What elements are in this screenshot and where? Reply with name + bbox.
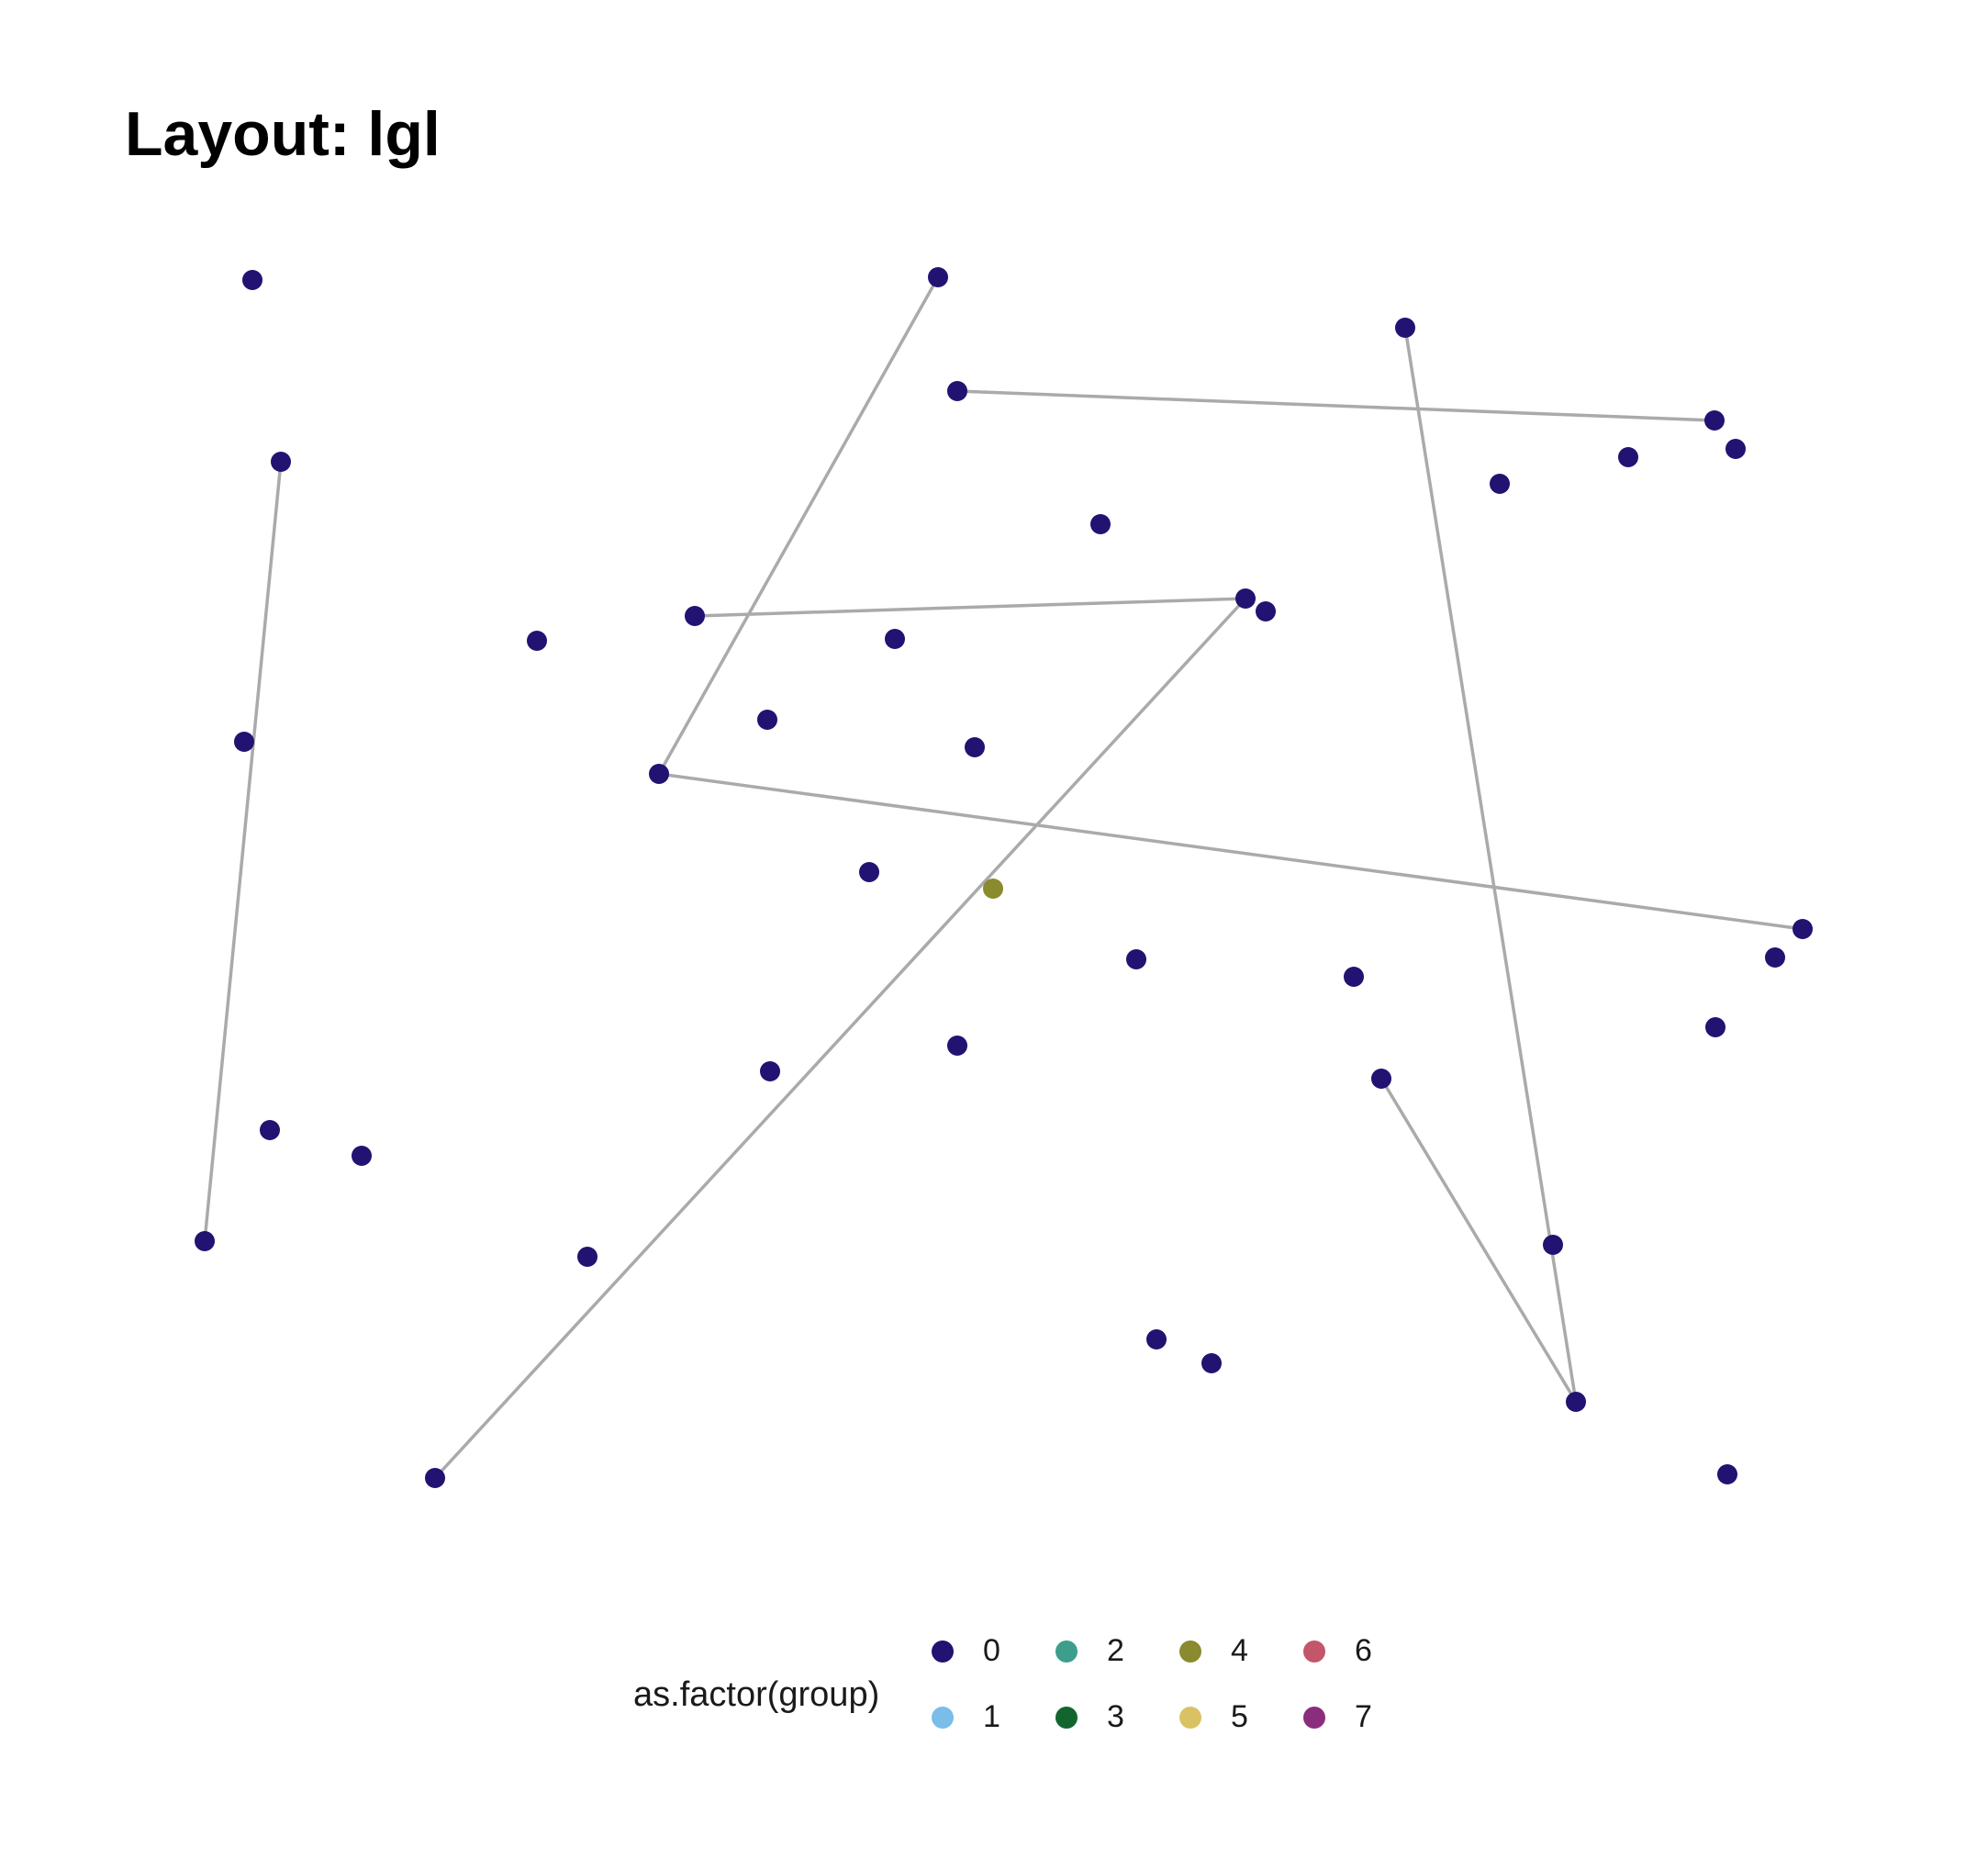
graph-edge: [203, 461, 283, 1242]
legend-label-5: 5: [1231, 1699, 1248, 1734]
graph-node: [649, 764, 669, 784]
graph-edge: [956, 389, 1715, 422]
graph-node: [1395, 318, 1415, 338]
graph-node: [1726, 439, 1746, 459]
graph-node: [260, 1120, 280, 1140]
graph-node: [965, 737, 985, 757]
graph-node: [1146, 1329, 1167, 1349]
legend-key-3: [1055, 1707, 1078, 1729]
graph-node: [1371, 1069, 1391, 1089]
legend-key-2: [1055, 1640, 1078, 1663]
legend-label-2: 2: [1107, 1633, 1124, 1668]
graph-node: [352, 1146, 372, 1166]
graph-node: [1090, 514, 1111, 534]
graph-node: [234, 732, 254, 752]
graph-node: [947, 1036, 967, 1056]
graph-node: [1793, 919, 1813, 939]
legend-key-4: [1179, 1640, 1201, 1663]
graph-node: [1704, 410, 1725, 431]
graph-edge: [657, 276, 940, 775]
graph-node: [1201, 1353, 1222, 1373]
legend-key-0: [932, 1640, 954, 1663]
graph-node: [1717, 1464, 1737, 1484]
graph-node: [685, 606, 705, 626]
graph-node: [1543, 1235, 1563, 1255]
legend-label-1: 1: [983, 1699, 1000, 1734]
edges-layer: [203, 276, 1804, 1480]
graph-node: [242, 270, 262, 290]
legend-key-5: [1179, 1707, 1201, 1729]
graph-node: [760, 1061, 780, 1081]
graph-node: [1618, 447, 1638, 467]
graph-edge: [1403, 327, 1578, 1403]
graph-node: [1256, 601, 1276, 621]
graph-node: [885, 629, 905, 649]
legend-key-1: [932, 1707, 954, 1729]
graph-node: [577, 1247, 598, 1267]
graph-node: [983, 879, 1003, 899]
graph-node: [947, 381, 967, 401]
graph-node: [1490, 474, 1510, 494]
graph-node: [1566, 1392, 1586, 1412]
graph-node: [1235, 588, 1256, 609]
graph-node: [928, 267, 948, 287]
graph-edge: [658, 772, 1804, 931]
graph-node: [195, 1231, 215, 1251]
graph-node: [1765, 947, 1785, 968]
nodes-layer: [195, 267, 1813, 1488]
graph-node: [757, 710, 777, 730]
graph-node: [425, 1468, 445, 1488]
legend-title: as.factor(group): [633, 1675, 880, 1714]
graph-node: [527, 631, 547, 651]
plot-title: Layout: lgl: [125, 99, 441, 169]
legend-label-4: 4: [1231, 1633, 1248, 1668]
legend-key-6: [1303, 1640, 1325, 1663]
legend-key-7: [1303, 1707, 1325, 1729]
legend-label-7: 7: [1355, 1699, 1372, 1734]
graph-node: [859, 862, 879, 882]
graph-node: [271, 452, 291, 472]
graph-node: [1344, 967, 1364, 987]
legend-label-6: 6: [1355, 1633, 1372, 1668]
graph-node: [1705, 1017, 1726, 1037]
legend: as.factor(group) 0 1 2 3 4 5 6 7: [633, 1620, 1386, 1749]
legend-label-0: 0: [983, 1633, 1000, 1668]
graph-edge: [694, 597, 1246, 618]
graph-node: [1126, 949, 1146, 969]
graph-edge: [433, 597, 1247, 1480]
graph-edge: [1379, 1078, 1578, 1403]
legend-label-3: 3: [1107, 1699, 1124, 1734]
